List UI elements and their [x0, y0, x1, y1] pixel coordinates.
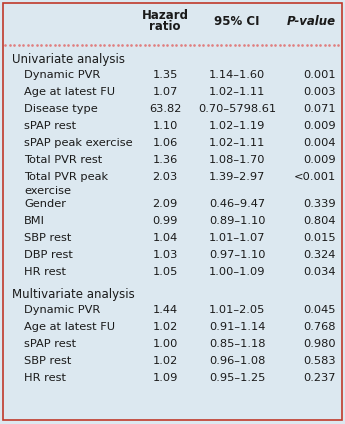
- Text: exercise: exercise: [24, 186, 71, 196]
- Text: Dynamic PVR: Dynamic PVR: [24, 305, 100, 315]
- Text: 1.14–1.60: 1.14–1.60: [209, 70, 265, 80]
- Text: 0.009: 0.009: [303, 155, 336, 165]
- Text: 1.02: 1.02: [152, 356, 178, 365]
- Text: 0.045: 0.045: [304, 305, 336, 315]
- Text: 0.768: 0.768: [304, 322, 336, 332]
- Text: 0.85–1.18: 0.85–1.18: [209, 339, 265, 349]
- Text: 0.89–1.10: 0.89–1.10: [209, 216, 265, 226]
- Text: 0.004: 0.004: [304, 138, 336, 148]
- Text: HR rest: HR rest: [24, 373, 66, 383]
- Text: 1.08–1.70: 1.08–1.70: [209, 155, 265, 165]
- Text: 1.39–2.97: 1.39–2.97: [209, 172, 265, 182]
- Text: 1.05: 1.05: [152, 267, 178, 277]
- Text: 0.339: 0.339: [303, 199, 336, 209]
- Text: Total PVR rest: Total PVR rest: [24, 155, 102, 165]
- Text: ratio: ratio: [149, 20, 181, 33]
- Text: sPAP peak exercise: sPAP peak exercise: [24, 138, 132, 148]
- Text: 0.015: 0.015: [303, 233, 336, 243]
- Text: 2.03: 2.03: [152, 172, 178, 182]
- Text: Hazard: Hazard: [141, 9, 188, 22]
- Text: sPAP rest: sPAP rest: [24, 339, 76, 349]
- Text: 0.96–1.08: 0.96–1.08: [209, 356, 265, 365]
- Text: 0.91–1.14: 0.91–1.14: [209, 322, 265, 332]
- Text: 1.03: 1.03: [152, 250, 178, 259]
- Text: Univariate analysis: Univariate analysis: [12, 53, 125, 66]
- Text: Age at latest FU: Age at latest FU: [24, 322, 115, 332]
- Text: 1.02–1.19: 1.02–1.19: [209, 121, 265, 131]
- Text: 1.00: 1.00: [152, 339, 178, 349]
- Text: 0.99: 0.99: [152, 216, 178, 226]
- Text: Disease type: Disease type: [24, 104, 98, 114]
- Text: 1.10: 1.10: [152, 121, 178, 131]
- Text: 1.04: 1.04: [152, 233, 178, 243]
- Text: sPAP rest: sPAP rest: [24, 121, 76, 131]
- Text: 1.09: 1.09: [152, 373, 178, 383]
- Text: 0.46–9.47: 0.46–9.47: [209, 199, 265, 209]
- Text: 1.06: 1.06: [152, 138, 178, 148]
- Text: Total PVR peak: Total PVR peak: [24, 172, 108, 182]
- Text: 1.02–1.11: 1.02–1.11: [209, 87, 265, 97]
- Text: 0.034: 0.034: [304, 267, 336, 277]
- Text: 0.804: 0.804: [304, 216, 336, 226]
- Text: Dynamic PVR: Dynamic PVR: [24, 70, 100, 80]
- Text: Multivariate analysis: Multivariate analysis: [12, 288, 135, 301]
- Text: 0.001: 0.001: [303, 70, 336, 80]
- Text: 1.44: 1.44: [152, 305, 178, 315]
- Text: 0.324: 0.324: [304, 250, 336, 259]
- Text: 0.003: 0.003: [303, 87, 336, 97]
- Text: 0.95–1.25: 0.95–1.25: [209, 373, 265, 383]
- Text: HR rest: HR rest: [24, 267, 66, 277]
- Text: 1.00–1.09: 1.00–1.09: [209, 267, 265, 277]
- Text: SBP rest: SBP rest: [24, 233, 71, 243]
- Text: 1.07: 1.07: [152, 87, 178, 97]
- Text: 0.97–1.10: 0.97–1.10: [209, 250, 265, 259]
- Text: 1.02: 1.02: [152, 322, 178, 332]
- Text: SBP rest: SBP rest: [24, 356, 71, 365]
- Text: Gender: Gender: [24, 199, 66, 209]
- Text: BMI: BMI: [24, 216, 45, 226]
- Text: 2.09: 2.09: [152, 199, 178, 209]
- Text: 0.583: 0.583: [303, 356, 336, 365]
- Text: 63.82: 63.82: [149, 104, 181, 114]
- Text: 1.02–1.11: 1.02–1.11: [209, 138, 265, 148]
- Text: 0.071: 0.071: [303, 104, 336, 114]
- Text: DBP rest: DBP rest: [24, 250, 73, 259]
- Text: P-value: P-value: [287, 14, 336, 28]
- Text: 1.01–2.05: 1.01–2.05: [209, 305, 265, 315]
- Text: 1.36: 1.36: [152, 155, 178, 165]
- Text: <0.001: <0.001: [294, 172, 336, 182]
- Text: 0.980: 0.980: [303, 339, 336, 349]
- Text: 0.009: 0.009: [303, 121, 336, 131]
- Text: 1.01–1.07: 1.01–1.07: [209, 233, 265, 243]
- Text: 0.70–5798.61: 0.70–5798.61: [198, 104, 276, 114]
- Text: 0.237: 0.237: [304, 373, 336, 383]
- Text: Age at latest FU: Age at latest FU: [24, 87, 115, 97]
- Text: 95% CI: 95% CI: [214, 14, 260, 28]
- Text: 1.35: 1.35: [152, 70, 178, 80]
